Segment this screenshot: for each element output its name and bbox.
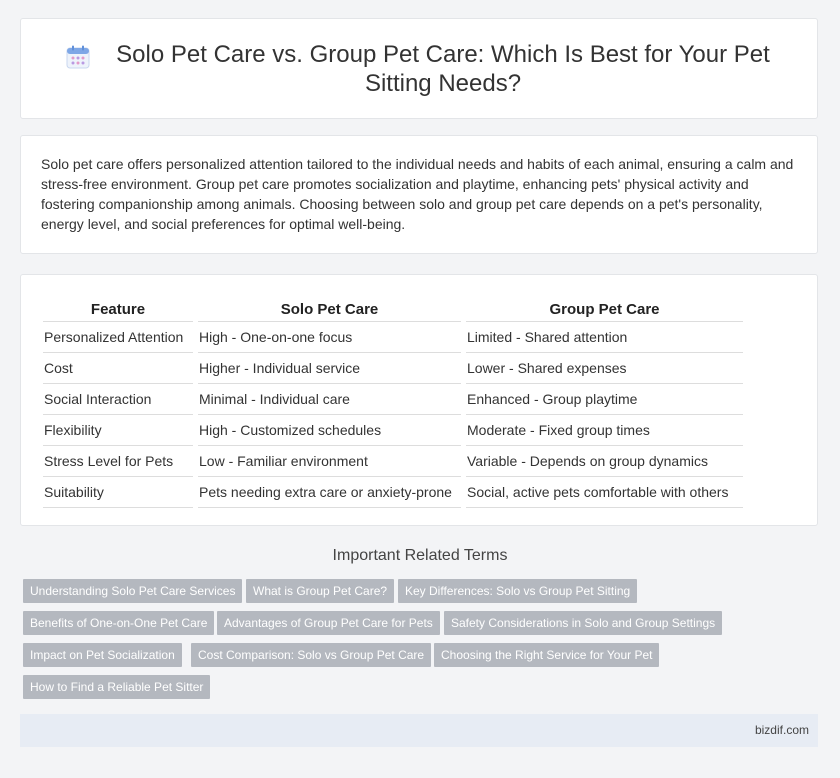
table-cell: Flexibility: [43, 415, 193, 446]
related-term-tag[interactable]: How to Find a Reliable Pet Sitter: [23, 675, 211, 699]
related-term-tag[interactable]: Cost Comparison: Solo vs Group Pet Care: [191, 643, 432, 667]
related-terms-title: Important Related Terms: [332, 547, 508, 564]
table-cell: High - One-on-one focus: [198, 322, 461, 353]
table-cell: Lower - Shared expenses: [466, 353, 743, 384]
table-cell: Limited - Shared attention: [466, 322, 743, 353]
header-group: Group Pet Care: [466, 295, 743, 322]
related-term-tag[interactable]: Impact on Pet Socialization: [23, 643, 182, 667]
table-cell: Suitability: [43, 477, 193, 508]
comparison-card: Feature Solo Pet Care Group Pet Care Per…: [20, 274, 818, 526]
table-cell: Social, active pets comfortable with oth…: [466, 477, 743, 508]
title-card: Solo Pet Care vs. Group Pet Care: Which …: [20, 18, 818, 119]
table-cell: Personalized Attention: [43, 322, 193, 353]
table-cell: Variable - Depends on group dynamics: [466, 446, 743, 477]
related-term-tag[interactable]: Understanding Solo Pet Care Services: [23, 579, 243, 603]
header-solo: Solo Pet Care: [198, 295, 461, 322]
table-cell: Stress Level for Pets: [43, 446, 193, 477]
related-term-tag[interactable]: Key Differences: Solo vs Group Pet Sitti…: [398, 579, 638, 603]
footer: bizdif.com: [20, 714, 818, 747]
comparison-table: Feature Solo Pet Care Group Pet Care Per…: [38, 295, 748, 508]
calendar-icon: [66, 45, 90, 68]
summary-text: Solo pet care offers personalized attent…: [41, 156, 794, 232]
footer-brand[interactable]: bizdif.com: [754, 723, 809, 737]
table-row: Social Interaction Minimal - Individual …: [43, 384, 743, 415]
related-term-tag[interactable]: Safety Considerations in Solo and Group …: [444, 611, 723, 635]
table-cell: Higher - Individual service: [198, 353, 461, 384]
table-row: Flexibility High - Customized schedules …: [43, 415, 743, 446]
table-cell: Minimal - Individual care: [198, 384, 461, 415]
table-row: Stress Level for Pets Low - Familiar env…: [43, 446, 743, 477]
table-row: Personalized Attention High - One-on-one…: [43, 322, 743, 353]
table-cell: Enhanced - Group playtime: [466, 384, 743, 415]
table-cell: Moderate - Fixed group times: [466, 415, 743, 446]
related-term-tag[interactable]: Advantages of Group Pet Care for Pets: [217, 611, 440, 635]
table-row: Cost Higher - Individual service Lower -…: [43, 353, 743, 384]
table-cell: Low - Familiar environment: [198, 446, 461, 477]
page-title: Solo Pet Care vs. Group Pet Care: Which …: [116, 40, 770, 97]
title-wrap: Solo Pet Care vs. Group Pet Care: Which …: [25, 40, 813, 98]
table-cell: Pets needing extra care or anxiety-prone: [198, 477, 461, 508]
table-cell: Social Interaction: [43, 384, 193, 415]
table-cell: High - Customized schedules: [198, 415, 461, 446]
table-row: Suitability Pets needing extra care or a…: [43, 477, 743, 508]
summary-card: Solo pet care offers personalized attent…: [20, 135, 818, 254]
header-feature: Feature: [43, 295, 193, 322]
related-term-tag[interactable]: Benefits of One-on-One Pet Care: [23, 611, 215, 635]
related-term-tag[interactable]: What is Group Pet Care?: [246, 579, 395, 603]
related-term-tag[interactable]: Choosing the Right Service for Your Pet: [434, 643, 660, 667]
table-cell: Cost: [43, 353, 193, 384]
table-header-row: Feature Solo Pet Care Group Pet Care: [43, 295, 743, 322]
